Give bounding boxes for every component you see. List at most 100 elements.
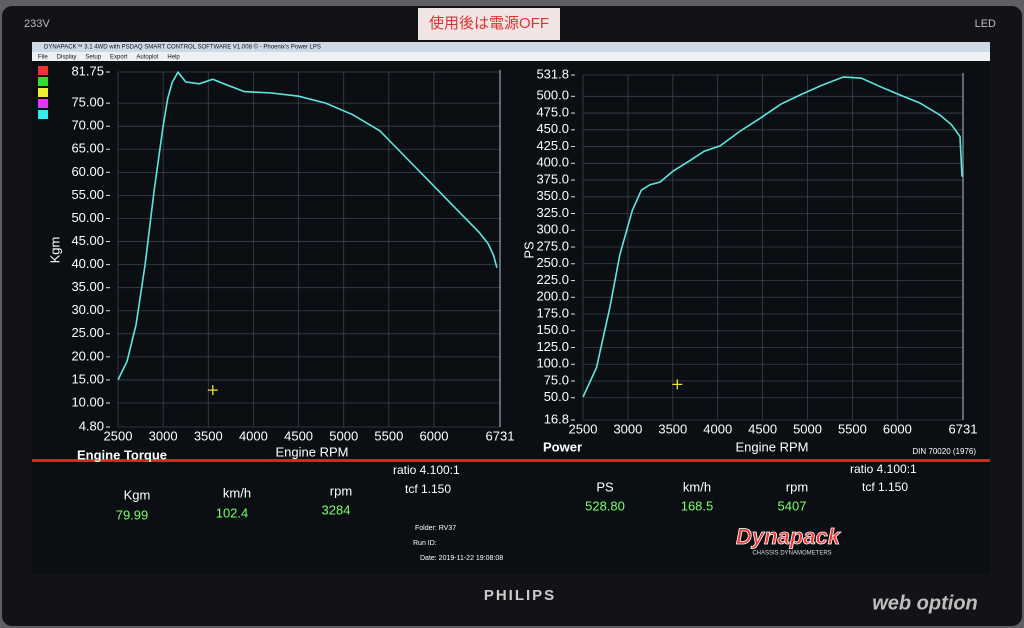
- y-tick-label: 40.00: [71, 256, 104, 271]
- readout-label: km/h: [223, 485, 251, 500]
- y-tick-label: 400.0: [536, 155, 569, 170]
- standard: DIN 70020 (1976): [912, 447, 976, 456]
- readout-label: km/h: [683, 479, 711, 494]
- brand: PHILIPS: [484, 587, 556, 604]
- cursor: [207, 385, 218, 396]
- tcf: tcf 1.150: [862, 480, 908, 494]
- y-axis-label: Kgm: [47, 237, 62, 264]
- ratio: ratio 4.100:1: [850, 462, 917, 476]
- x-tick-label: 6000: [420, 428, 449, 443]
- x-axis-label: Engine RPM: [276, 444, 349, 459]
- ratio: ratio 4.100:1: [393, 463, 460, 477]
- y-axis-label: PS: [521, 241, 536, 259]
- readout-label: rpm: [330, 483, 352, 498]
- x-tick-label: 5500: [374, 428, 403, 443]
- title-bar: [32, 42, 990, 52]
- y-tick-label: 531.8: [536, 66, 569, 81]
- readout-label: PS: [596, 479, 614, 494]
- folder: Folder: RV37: [415, 525, 456, 532]
- model: 233V: [24, 18, 50, 30]
- x-tick-label: 3000: [149, 428, 178, 443]
- sticker: [418, 8, 560, 40]
- chart-title: Engine Torque: [77, 447, 167, 462]
- x-tick-label: 5500: [838, 421, 867, 436]
- readout-value: 5407: [778, 498, 807, 513]
- readout-value: 528.80: [585, 498, 625, 513]
- chart-title: Power: [543, 439, 582, 454]
- y-tick-label: 35.00: [71, 279, 104, 294]
- y-tick-label: 70.00: [71, 118, 104, 133]
- x-tick-label: 5000: [793, 421, 822, 436]
- curve: [582, 76, 963, 398]
- y-tick-label: 30.00: [71, 302, 104, 317]
- x-tick-label: 2500: [104, 428, 133, 443]
- menu-item: Help: [167, 55, 180, 61]
- menu-bar: [32, 52, 990, 61]
- readout-value: 3284: [322, 502, 351, 517]
- readout-value: 102.4: [216, 505, 249, 520]
- menu-item: Export: [110, 55, 128, 61]
- tcf: tcf 1.150: [405, 482, 451, 496]
- readout-label: rpm: [786, 479, 808, 494]
- swatch: [38, 110, 48, 119]
- y-tick-label: 16.8: [544, 411, 569, 426]
- readout-label: Kgm: [124, 487, 151, 502]
- window-title: DYNAPACK™ 3.1 4WD with PSDAQ SMART CONTR…: [44, 44, 321, 51]
- y-tick-label: 150.0: [536, 322, 569, 337]
- x-tick-label: 4000: [703, 421, 732, 436]
- x-tick-label: 6000: [883, 421, 912, 436]
- y-tick-label: 450.0: [536, 121, 569, 136]
- x-tick-label: 4500: [284, 428, 313, 443]
- swatch: [38, 77, 48, 86]
- x-tick-label: 6731: [949, 421, 978, 436]
- y-tick-label: 75.0: [544, 372, 569, 387]
- readout-value: 168.5: [681, 498, 714, 513]
- curve: [117, 70, 498, 381]
- panel: LED: [975, 18, 996, 30]
- logo-tagline: CHASSIS DYNAMOMETERS: [752, 551, 831, 557]
- y-tick-label: 300.0: [536, 222, 569, 237]
- divider: [32, 459, 990, 462]
- y-tick-label: 45.00: [71, 233, 104, 248]
- y-tick-label: 15.00: [71, 371, 104, 386]
- y-tick-label: 200.0: [536, 289, 569, 304]
- logo: Dynapack: [736, 524, 842, 549]
- y-tick-label: 4.80: [79, 418, 104, 433]
- swatch: [38, 66, 48, 75]
- y-tick-label: 225.0: [536, 272, 569, 287]
- watermark: web option: [872, 592, 978, 614]
- x-tick-label: 4000: [239, 428, 268, 443]
- x-tick-label: 6731: [486, 428, 515, 443]
- x-tick-label: 4500: [748, 421, 777, 436]
- x-tick-label: 2500: [569, 421, 598, 436]
- y-tick-label: 100.0: [536, 356, 569, 371]
- x-tick-label: 3000: [613, 421, 642, 436]
- x-tick-label: 3500: [194, 428, 223, 443]
- menu-item: Setup: [85, 55, 101, 61]
- y-tick-label: 175.0: [536, 305, 569, 320]
- y-tick-label: 10.00: [71, 394, 104, 409]
- y-tick-label: 125.0: [536, 339, 569, 354]
- y-tick-label: 375.0: [536, 171, 569, 186]
- y-tick-label: 475.0: [536, 104, 569, 119]
- x-tick-label: 3500: [658, 421, 687, 436]
- y-tick-label: 250.0: [536, 255, 569, 270]
- y-tick-label: 350.0: [536, 188, 569, 203]
- menu-item: File: [38, 55, 48, 61]
- y-tick-label: 325.0: [536, 205, 569, 220]
- y-tick-label: 75.00: [71, 95, 104, 110]
- y-tick-label: 65.00: [71, 141, 104, 156]
- menu-item: Display: [57, 55, 77, 61]
- sticker-text: 使用後は電源OFF: [429, 15, 549, 32]
- date: Date: 2019-11-22 19:08:08: [420, 555, 503, 562]
- y-tick-label: 55.00: [71, 187, 104, 202]
- y-tick-label: 25.00: [71, 325, 104, 340]
- y-tick-label: 275.0: [536, 238, 569, 253]
- readout-value: 79.99: [116, 507, 149, 522]
- y-tick-label: 81.75: [71, 63, 104, 78]
- menu-item: Autoplot: [136, 55, 158, 61]
- x-axis-label: Engine RPM: [736, 439, 809, 454]
- y-tick-label: 60.00: [71, 164, 104, 179]
